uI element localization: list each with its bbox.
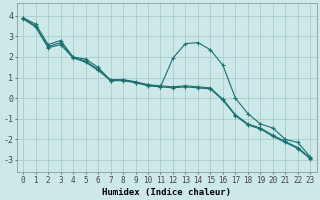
X-axis label: Humidex (Indice chaleur): Humidex (Indice chaleur): [102, 188, 231, 197]
